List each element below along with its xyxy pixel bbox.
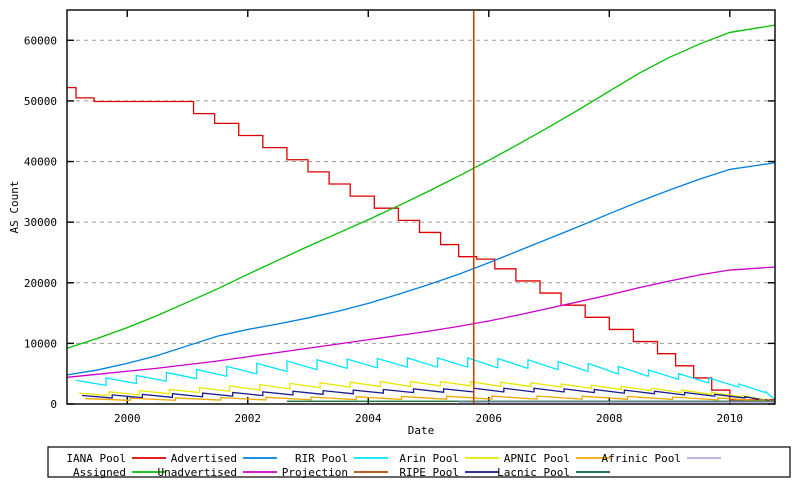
legend-label-assigned: Assigned	[73, 466, 126, 479]
x-tick-label: 2002	[235, 412, 262, 425]
y-tick-label: 50000	[24, 95, 57, 108]
legend-label-advertised: Advertised	[171, 452, 237, 465]
y-tick-label: 40000	[24, 156, 57, 169]
legend-label-iana-pool: IANA Pool	[66, 452, 126, 465]
series-iana-pool	[67, 86, 775, 401]
series-advertised	[66, 162, 776, 376]
legend-label-unadvertised: Unadvertised	[158, 466, 237, 479]
plot-frame	[66, 9, 776, 405]
y-tick-label: 60000	[24, 34, 57, 47]
data-series	[66, 24, 776, 404]
x-tick-label: 2004	[355, 412, 382, 425]
series-arin-pool	[78, 380, 775, 403]
gridlines	[68, 39, 774, 344]
y-tick-label: 0	[50, 398, 57, 411]
series-ripe-pool	[82, 387, 775, 404]
series-apnic-pool	[85, 395, 775, 403]
x-tick-label: 2006	[476, 412, 503, 425]
x-tick-label: 2000	[114, 412, 141, 425]
legend: IANA Pool Advertised RIR Pool Arin Pool APNI…	[47, 446, 791, 479]
legend-label-ripe-pool: RIPE Pool	[399, 466, 459, 479]
x-tick-label: 2010	[717, 412, 744, 425]
x-axis-label: Date	[408, 424, 435, 437]
legend-label-arin-pool: Arin Pool	[399, 452, 459, 465]
legend-label-lacnic-pool: Lacnic Pool	[497, 466, 570, 479]
y-tick-label: 30000	[24, 216, 57, 229]
x-axis-ticks: 2000 2002 2004 2006 2008 2010	[114, 10, 743, 425]
legend-border	[47, 446, 791, 478]
legend-label-rir-pool: RIR Pool	[295, 452, 348, 465]
y-tick-label: 20000	[24, 277, 57, 290]
y-tick-label: 10000	[24, 337, 57, 350]
series-rir-pool	[75, 357, 775, 400]
y-axis-ticks: 0 10000 20000 30000 40000 50000 60000	[24, 34, 775, 411]
legend-label-projection: Projection	[282, 466, 348, 479]
series-assigned	[66, 24, 776, 349]
legend-label-apnic-pool: APNIC Pool	[504, 452, 570, 465]
legend-label-afrinic-pool: Afrinic Pool	[602, 452, 681, 465]
series-unadvertised	[66, 266, 776, 378]
x-tick-label: 2008	[596, 412, 623, 425]
y-axis-label: AS Count	[8, 181, 21, 234]
